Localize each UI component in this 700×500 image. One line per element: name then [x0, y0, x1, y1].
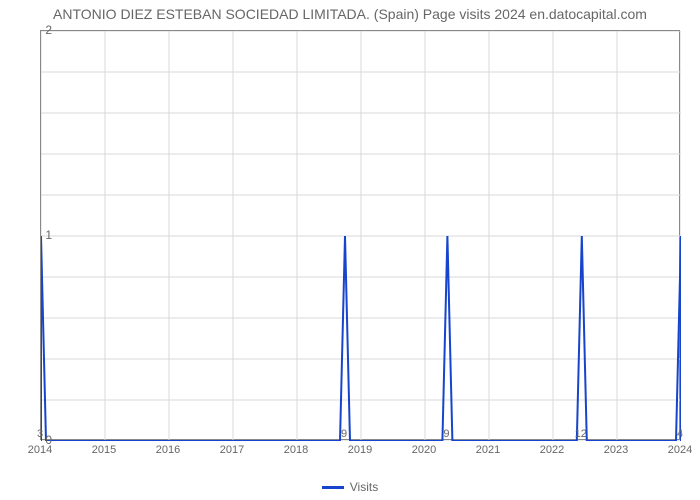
x-tick-label: 2018	[284, 444, 308, 456]
x-tick-label: 2019	[348, 444, 372, 456]
spike-value-label: 9	[341, 428, 347, 440]
spike-value-label: 4	[677, 428, 683, 440]
y-tick-label: 2	[45, 23, 52, 37]
spike-value-label: 3	[37, 428, 43, 440]
x-tick-label: 2016	[156, 444, 180, 456]
x-tick-label: 2021	[476, 444, 500, 456]
line-chart-svg	[41, 31, 681, 441]
x-tick-label: 2014	[28, 444, 52, 456]
x-tick-label: 2023	[604, 444, 628, 456]
legend-swatch	[322, 486, 344, 489]
legend-label: Visits	[350, 480, 378, 494]
chart-title: ANTONIO DIEZ ESTEBAN SOCIEDAD LIMITADA. …	[0, 6, 700, 22]
x-tick-label: 2020	[412, 444, 436, 456]
spike-value-label: 9	[443, 428, 449, 440]
legend: Visits	[0, 480, 700, 494]
chart-plot-area	[40, 30, 680, 440]
x-tick-label: 2015	[92, 444, 116, 456]
x-tick-label: 2024	[668, 444, 692, 456]
spike-value-label: 12	[575, 428, 587, 440]
y-tick-label: 1	[45, 228, 52, 242]
x-tick-label: 2017	[220, 444, 244, 456]
x-tick-label: 2022	[540, 444, 564, 456]
